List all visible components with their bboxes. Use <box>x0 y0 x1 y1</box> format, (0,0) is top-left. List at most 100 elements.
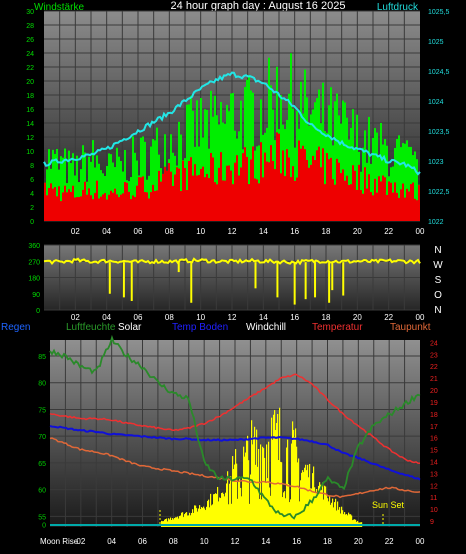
gust-bar <box>180 134 182 221</box>
gust-bar <box>106 165 108 221</box>
wind-bar <box>90 195 92 221</box>
solar-bar <box>203 506 205 527</box>
direction-axis-ticks: 0 90 180 270 360 <box>28 243 40 315</box>
wind-bar <box>356 189 358 221</box>
wind-bar <box>372 195 374 221</box>
wind-bar <box>256 179 258 221</box>
solar-bar <box>198 508 200 527</box>
climate-x-tick-label: 16 <box>292 537 301 546</box>
solar-bar <box>330 504 332 527</box>
gust-bar <box>150 146 152 221</box>
wind-bar <box>96 180 98 221</box>
direction-gridlines <box>44 244 420 311</box>
solar-bar <box>251 420 253 527</box>
wind-bar <box>350 184 352 221</box>
wind-bar <box>278 133 280 221</box>
solar-bar <box>226 483 228 527</box>
gust-bar <box>304 69 306 221</box>
gust-bar <box>248 74 250 222</box>
direction-tick-label: 90 <box>32 292 40 299</box>
gust-bar <box>200 98 202 221</box>
gust-bar <box>152 139 154 221</box>
gust-bar <box>410 146 412 221</box>
solar-bar <box>201 506 203 527</box>
humidity-tick-label: 55 <box>38 514 46 521</box>
wind-bar <box>388 181 390 221</box>
solar-bar <box>237 498 239 527</box>
wind-bar <box>192 175 194 221</box>
solar-bar <box>233 469 235 527</box>
solar-bar <box>315 492 317 527</box>
gust-bar <box>250 90 252 221</box>
gust-bar <box>90 161 92 221</box>
solar-bar <box>347 515 349 527</box>
wind-bar <box>112 192 114 221</box>
gust-bar <box>352 109 354 221</box>
direction-x-tick-label: 02 <box>71 313 80 322</box>
wind-bar <box>362 193 364 221</box>
wind-bar <box>312 155 314 221</box>
wind-x-ticks: 02 04 06 08 10 12 14 16 18 20 22 00 <box>71 227 425 236</box>
wind-bar <box>332 179 334 221</box>
wind-bar <box>142 176 144 221</box>
wind-tick-label: 4 <box>30 191 34 198</box>
solar-bar <box>337 501 339 527</box>
solar-bar <box>259 498 261 527</box>
solar-bar <box>348 512 350 527</box>
solar-bar <box>197 511 199 527</box>
solar-bar <box>221 493 223 527</box>
gust-bar <box>258 145 260 221</box>
wind-x-tick-label: 10 <box>196 227 205 236</box>
gust-bar <box>224 123 226 221</box>
gust-bar <box>284 129 286 221</box>
solar-bar <box>301 472 303 527</box>
wind-bar <box>230 170 232 221</box>
direction-tick-label: 0 <box>36 308 40 315</box>
solar-bar <box>202 507 204 527</box>
legend-entry: Luftfeuchte <box>66 322 116 333</box>
solar-bar <box>204 508 206 527</box>
gust-bar <box>240 100 242 221</box>
wind-bar <box>60 201 62 221</box>
gust-bar <box>416 159 418 221</box>
gust-bar <box>118 156 120 221</box>
solar-bar <box>232 456 234 527</box>
solar-bar <box>257 466 259 527</box>
solar-bar <box>261 499 263 527</box>
wind-bar <box>260 142 262 221</box>
solar-bar <box>178 518 180 527</box>
humidity-tick-label: 65 <box>38 461 46 468</box>
solar-bar <box>295 428 297 527</box>
solar-bar <box>271 417 273 527</box>
wind-bar <box>398 197 400 221</box>
solar-bar <box>277 414 279 527</box>
wind-tick-label: 22 <box>26 65 34 72</box>
solar-bar <box>217 486 219 527</box>
solar-bar <box>238 481 240 527</box>
solar-bar <box>254 426 256 527</box>
solar-bar <box>304 467 306 527</box>
wind-bar <box>268 162 270 221</box>
gust-bar <box>154 140 156 221</box>
solar-bar <box>291 443 293 527</box>
solar-bar <box>228 504 230 527</box>
wind-tick-label: 24 <box>26 51 34 58</box>
solar-bar <box>173 519 175 527</box>
direction-x-tick-label: 06 <box>134 313 143 322</box>
wind-bar <box>284 176 286 221</box>
legend-entry: Temperatur <box>312 322 363 333</box>
wind-bar <box>102 194 104 221</box>
wind-bar <box>226 165 228 221</box>
solar-bar <box>200 509 202 527</box>
solar-bar <box>323 499 325 527</box>
wind-bar <box>264 152 266 221</box>
solar-bar <box>267 478 269 527</box>
gust-bar <box>346 117 348 221</box>
solar-bar <box>345 514 347 527</box>
solar-bar <box>357 520 359 527</box>
solar-bar <box>297 462 299 527</box>
solar-bar <box>328 501 330 527</box>
gust-bar <box>398 135 400 221</box>
wind-bar <box>128 191 130 221</box>
solar-bar <box>242 476 244 527</box>
